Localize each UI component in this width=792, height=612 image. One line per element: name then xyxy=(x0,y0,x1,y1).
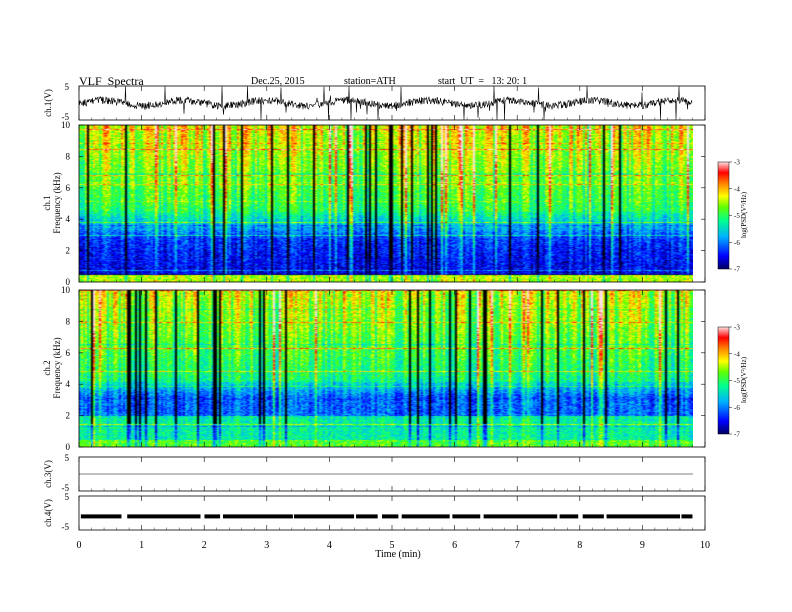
ch4-signal-segment xyxy=(80,514,122,519)
ch4-signal-segment xyxy=(681,514,693,519)
ch4-signal-segment xyxy=(127,514,201,519)
y-tick-label: 6 xyxy=(66,183,71,193)
ch4-waveform-line xyxy=(80,514,693,519)
ch4-signal-segment xyxy=(356,514,378,519)
colorbar-tick-label: -4 xyxy=(734,185,740,193)
colorbar-tick-label: -3 xyxy=(734,324,740,332)
station-label: station=ATH xyxy=(344,76,396,87)
ch4-signal-segment xyxy=(382,514,399,519)
y-tick-label: 0 xyxy=(66,277,71,287)
y-tick-label: 8 xyxy=(66,316,71,326)
ch2-spectrogram-yticks: 0 2 4 6 8 10 xyxy=(61,285,705,452)
x-tick-label: 4 xyxy=(327,540,332,551)
colorbar-tick-label: -5 xyxy=(734,377,740,385)
x-tick-label: 1 xyxy=(139,540,144,551)
y-tick-label: 10 xyxy=(61,120,71,130)
colorbar-tick-label: -6 xyxy=(734,404,740,412)
chart-title: VLF Spectra xyxy=(79,74,144,88)
ch4-waveform-ytick-bottom: -5 xyxy=(62,522,70,532)
x-tick-label: 0 xyxy=(77,540,82,551)
x-tick-label: 8 xyxy=(577,540,582,551)
y-tick-label: 4 xyxy=(66,214,71,224)
ch3-waveform-ytick-top: 5 xyxy=(65,453,70,463)
colorbar-tick-label: -6 xyxy=(734,239,740,247)
ch1-spectrogram-channel-label: ch.1 xyxy=(42,195,52,210)
colorbar-tick-label: -7 xyxy=(734,266,740,274)
colorbar-ch1-label: log(PSD(V²/Hz) xyxy=(740,191,748,238)
ch1-waveform-ylabel: ch.1(V) xyxy=(43,89,53,117)
y-tick-label: 10 xyxy=(61,285,71,295)
x-tick-label: 6 xyxy=(452,540,457,551)
ch4-signal-segment xyxy=(294,514,355,519)
x-axis-label: Time (min) xyxy=(375,549,420,560)
y-tick-label: 2 xyxy=(66,246,71,256)
x-tick-label: 10 xyxy=(700,540,710,551)
colorbar-ch1: -3 -4 -5 -6 -7 log(PSD(V²/Hz) xyxy=(717,159,748,274)
colorbar-ch2-label: log(PSD(V²/Hz) xyxy=(740,356,748,403)
ch3-waveform-ytick-bottom: -5 xyxy=(62,483,70,493)
ch4-signal-segment xyxy=(223,514,293,519)
ch1-spectrogram xyxy=(78,124,706,283)
x-axis-tick-labels: 0 1 2 3 4 5 6 7 8 9 10 xyxy=(77,540,711,551)
colorbar-tick-label: -5 xyxy=(734,212,740,220)
date-label: Dec.25, 2015 xyxy=(251,76,305,87)
x-tick-label: 2 xyxy=(202,540,207,551)
y-tick-label: 4 xyxy=(66,379,71,389)
ch4-waveform-frame xyxy=(78,495,706,531)
ch2-spectrogram-channel-label: ch.2 xyxy=(42,360,52,375)
ch4-signal-segment xyxy=(401,514,450,519)
y-tick-label: 8 xyxy=(66,151,71,161)
ch3-waveform-ylabel: ch.3(V) xyxy=(43,460,53,488)
ch1-spectrogram-yticks: 0 2 4 6 8 10 xyxy=(61,120,705,287)
ch4-waveform-ylabel: ch.4(V) xyxy=(43,499,53,527)
x-tick-label: 7 xyxy=(515,540,520,551)
ch4-signal-segment xyxy=(606,514,681,519)
y-tick-label: 6 xyxy=(66,348,71,358)
ch4-signal-segment xyxy=(452,514,481,519)
ch4-signal-segment xyxy=(582,514,604,519)
ch4-signal-segment xyxy=(483,514,558,519)
colorbar-tick-label: -4 xyxy=(734,350,740,358)
ch1-waveform-line xyxy=(78,85,693,121)
y-tick-label: 2 xyxy=(66,411,71,421)
ch4-waveform-ytick-top: 5 xyxy=(65,492,70,502)
colorbar-ch2: -3 -4 -5 -6 -7 log(PSD(V²/Hz) xyxy=(717,324,748,439)
ch1-waveform-ytick-top: 5 xyxy=(65,82,70,92)
colorbar-tick-label: -7 xyxy=(734,431,740,439)
ch1-spectrogram-ylabel: Frequency (kHz) xyxy=(52,172,62,233)
x-tick-label: 3 xyxy=(264,540,269,551)
start-time-label: start UT = 13: 20: 1 xyxy=(438,76,528,87)
y-tick-label: 0 xyxy=(66,442,71,452)
x-axis-ticks xyxy=(78,86,706,530)
ch2-spectrogram xyxy=(78,289,706,448)
x-tick-label: 9 xyxy=(640,540,645,551)
x-tick-label: 5 xyxy=(390,540,395,551)
ch1-waveform-ytick-bottom: -5 xyxy=(62,112,70,122)
ch4-signal-segment xyxy=(204,514,221,519)
colorbar-tick-label: -3 xyxy=(734,159,740,167)
ch2-spectrogram-ylabel: Frequency (kHz) xyxy=(52,337,62,398)
ch4-signal-segment xyxy=(559,514,579,519)
